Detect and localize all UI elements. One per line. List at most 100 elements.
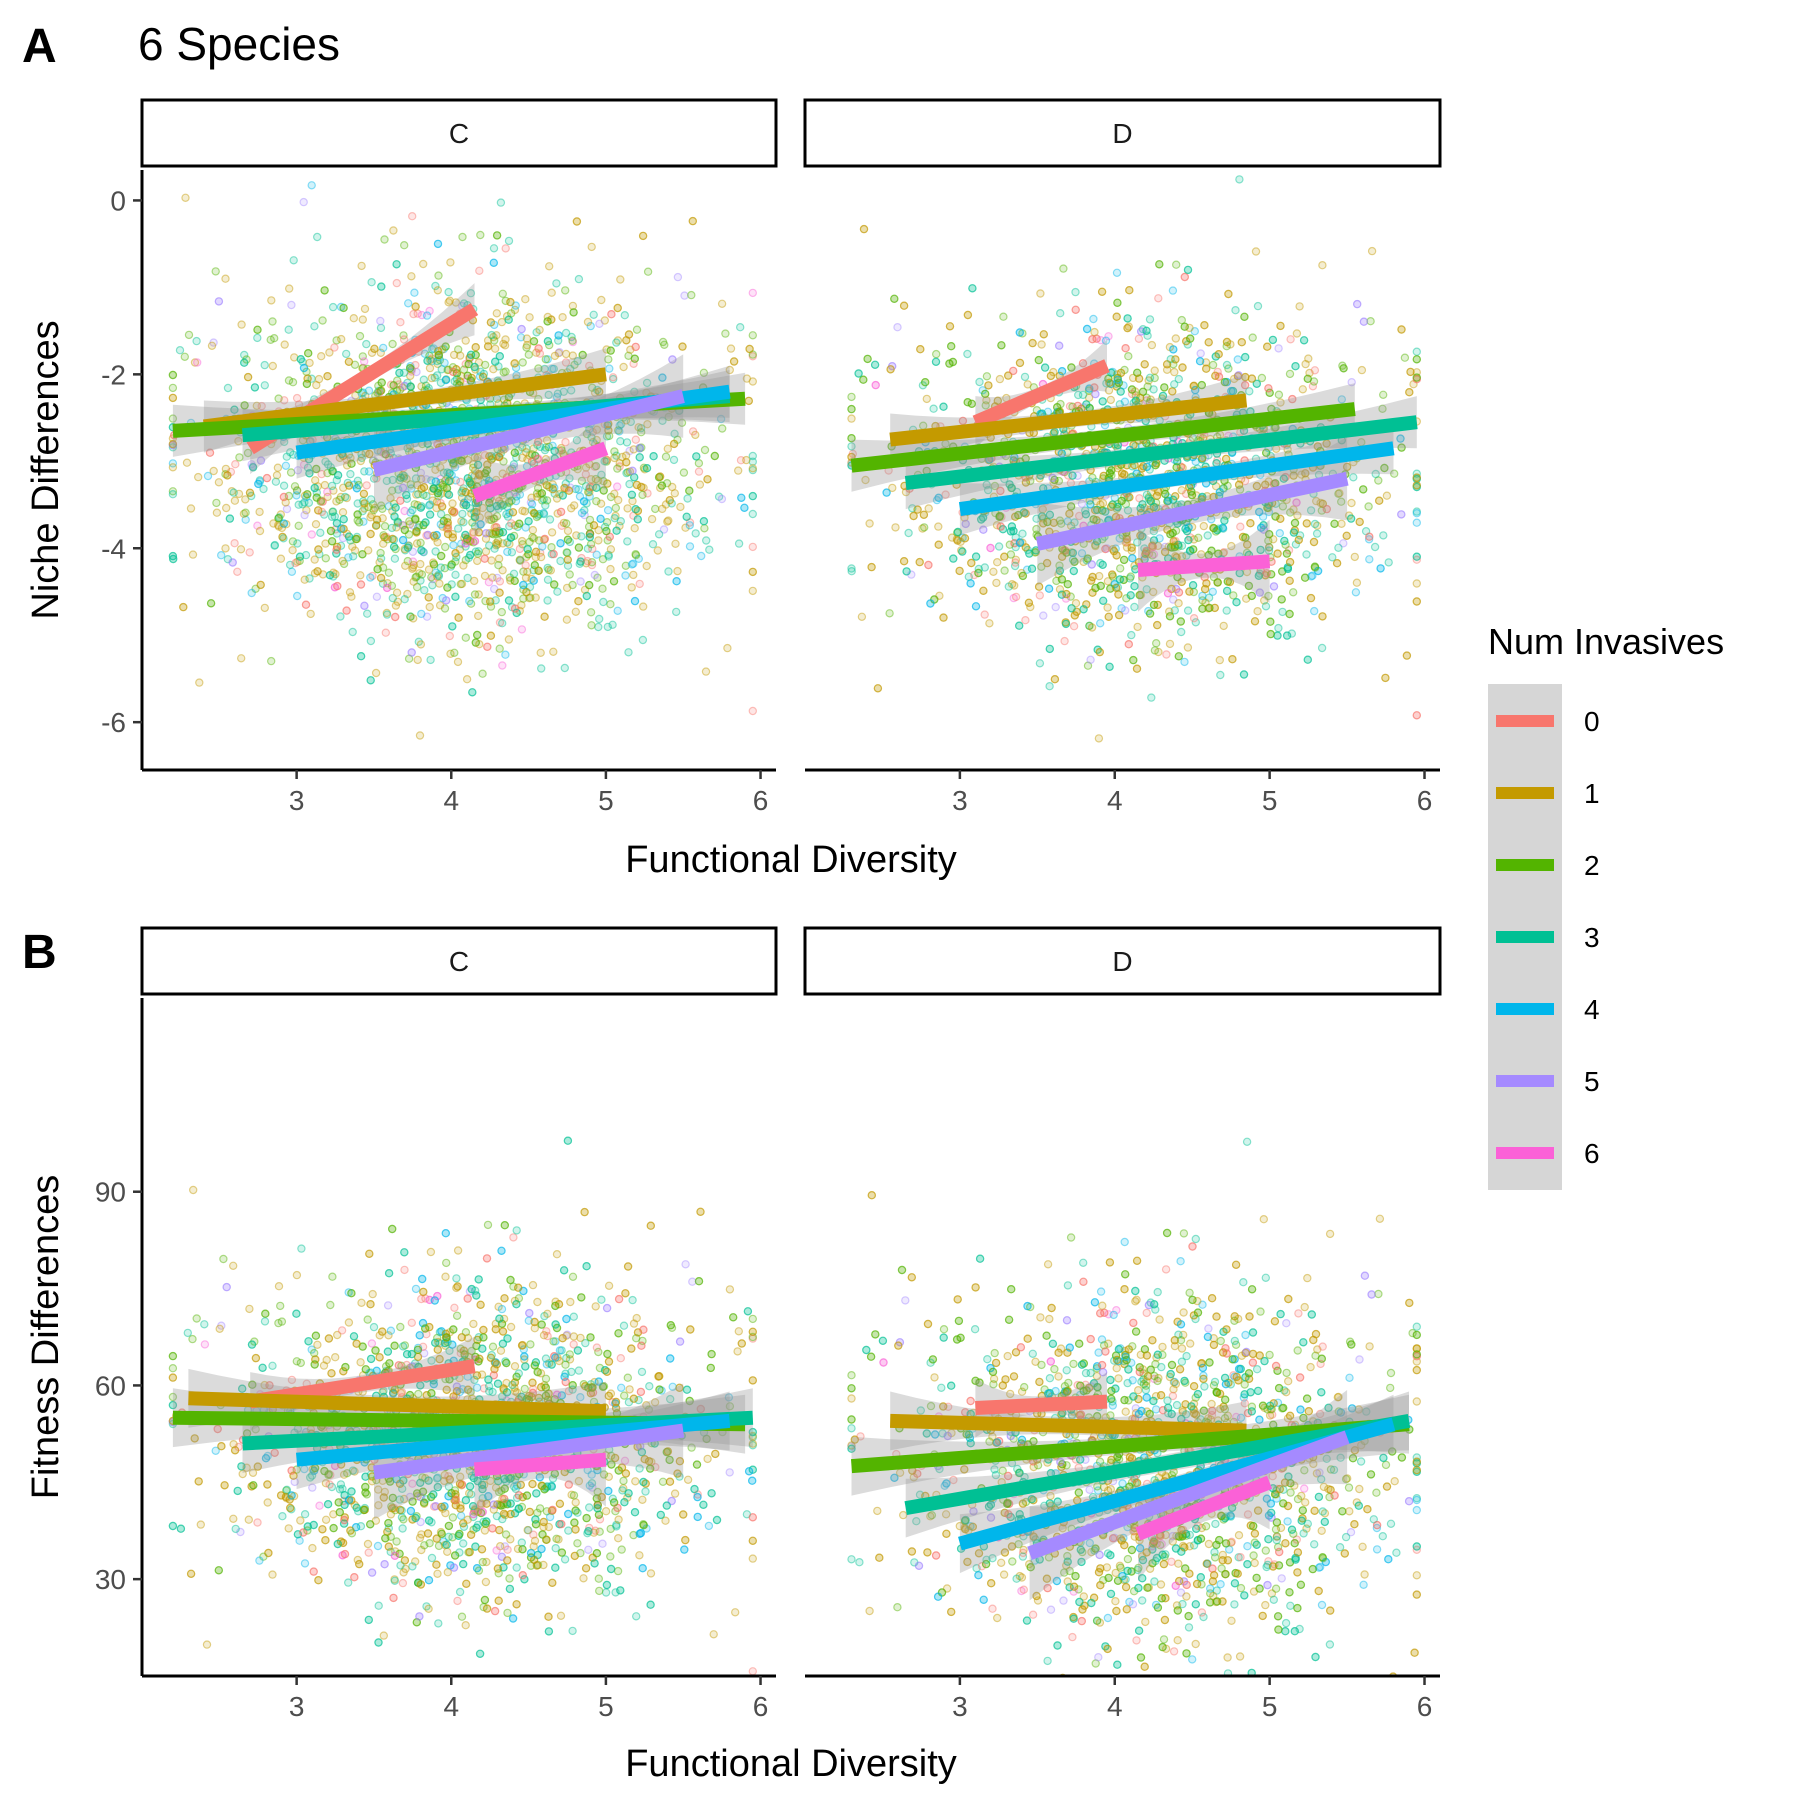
data-point — [1095, 619, 1105, 628]
data-point — [481, 529, 491, 538]
data-point — [1174, 374, 1184, 384]
data-point — [1039, 330, 1049, 339]
data-point — [403, 541, 413, 550]
data-point — [625, 479, 634, 489]
data-point — [471, 547, 480, 556]
data-point — [445, 469, 454, 478]
data-point — [497, 317, 507, 327]
data-point — [486, 597, 495, 606]
data-point — [451, 476, 461, 485]
data-point — [847, 567, 856, 576]
data-point — [235, 453, 244, 462]
data-point — [630, 596, 640, 606]
x-tick-label: 6 — [753, 785, 769, 816]
data-point — [734, 539, 744, 548]
data-point — [589, 521, 599, 530]
data-point — [443, 524, 453, 533]
data-point — [427, 357, 436, 366]
data-point — [305, 469, 314, 478]
data-point — [253, 325, 262, 334]
data-point — [612, 451, 621, 460]
data-point — [431, 281, 440, 291]
data-point — [605, 364, 614, 373]
data-point — [582, 559, 591, 568]
data-point — [274, 514, 283, 523]
data-point — [471, 343, 480, 352]
data-point — [515, 490, 525, 499]
data-point — [527, 506, 536, 515]
data-point — [1009, 366, 1018, 376]
data-point — [310, 483, 319, 493]
data-point — [640, 465, 649, 474]
data-point — [1290, 518, 1300, 528]
data-point — [428, 581, 437, 590]
data-point — [1222, 586, 1232, 596]
data-point — [1112, 268, 1122, 277]
data-point — [558, 313, 567, 322]
data-point — [379, 343, 388, 353]
data-point — [561, 349, 571, 359]
data-point — [556, 556, 565, 566]
data-point — [321, 554, 330, 563]
data-point — [400, 595, 409, 604]
data-point — [1149, 385, 1158, 394]
data-point — [543, 563, 552, 573]
data-point — [296, 355, 305, 364]
data-point — [448, 506, 457, 516]
data-point — [586, 608, 596, 617]
data-point — [312, 380, 321, 390]
data-point — [431, 547, 440, 556]
data-point — [663, 444, 673, 453]
data-point — [592, 497, 601, 506]
data-point — [1125, 286, 1134, 295]
data-point — [1310, 562, 1320, 571]
data-point — [562, 615, 572, 624]
data-point — [398, 470, 408, 480]
data-point — [670, 429, 679, 438]
data-point — [394, 485, 403, 494]
data-point — [945, 322, 955, 331]
data-point — [1282, 549, 1292, 558]
data-point — [420, 586, 429, 595]
data-point — [540, 612, 549, 621]
data-point — [1147, 693, 1156, 702]
data-point — [461, 487, 470, 497]
data-point — [1169, 345, 1178, 354]
data-point — [882, 488, 891, 497]
data-point — [1194, 533, 1203, 543]
data-point — [549, 549, 558, 559]
data-point — [536, 490, 545, 499]
data-point — [241, 515, 250, 524]
data-point — [1208, 360, 1218, 370]
data-point — [407, 648, 416, 657]
data-point — [1046, 371, 1056, 381]
facet-a-d: D3 4 5 6 — [803, 98, 1442, 816]
data-point — [569, 308, 578, 317]
data-point — [1276, 321, 1285, 331]
data-point — [461, 542, 470, 551]
data-point — [372, 515, 382, 524]
data-point — [1154, 294, 1163, 303]
data-point — [396, 473, 405, 482]
data-point — [438, 522, 447, 531]
data-point — [540, 364, 549, 374]
data-point — [555, 490, 564, 499]
data-point — [474, 528, 484, 537]
data-point — [729, 357, 739, 366]
data-point — [398, 483, 408, 492]
data-point — [508, 508, 518, 517]
data-point — [443, 468, 452, 477]
data-point — [622, 336, 631, 345]
data-point — [382, 608, 391, 618]
data-point — [314, 545, 323, 554]
data-point — [254, 479, 263, 489]
data-point — [345, 588, 355, 597]
data-point — [376, 573, 386, 583]
data-point — [623, 504, 632, 513]
data-point — [553, 389, 563, 398]
data-point — [262, 473, 272, 483]
data-point — [396, 496, 405, 505]
data-point — [1171, 355, 1180, 364]
data-point — [622, 336, 631, 345]
data-point — [271, 477, 281, 486]
